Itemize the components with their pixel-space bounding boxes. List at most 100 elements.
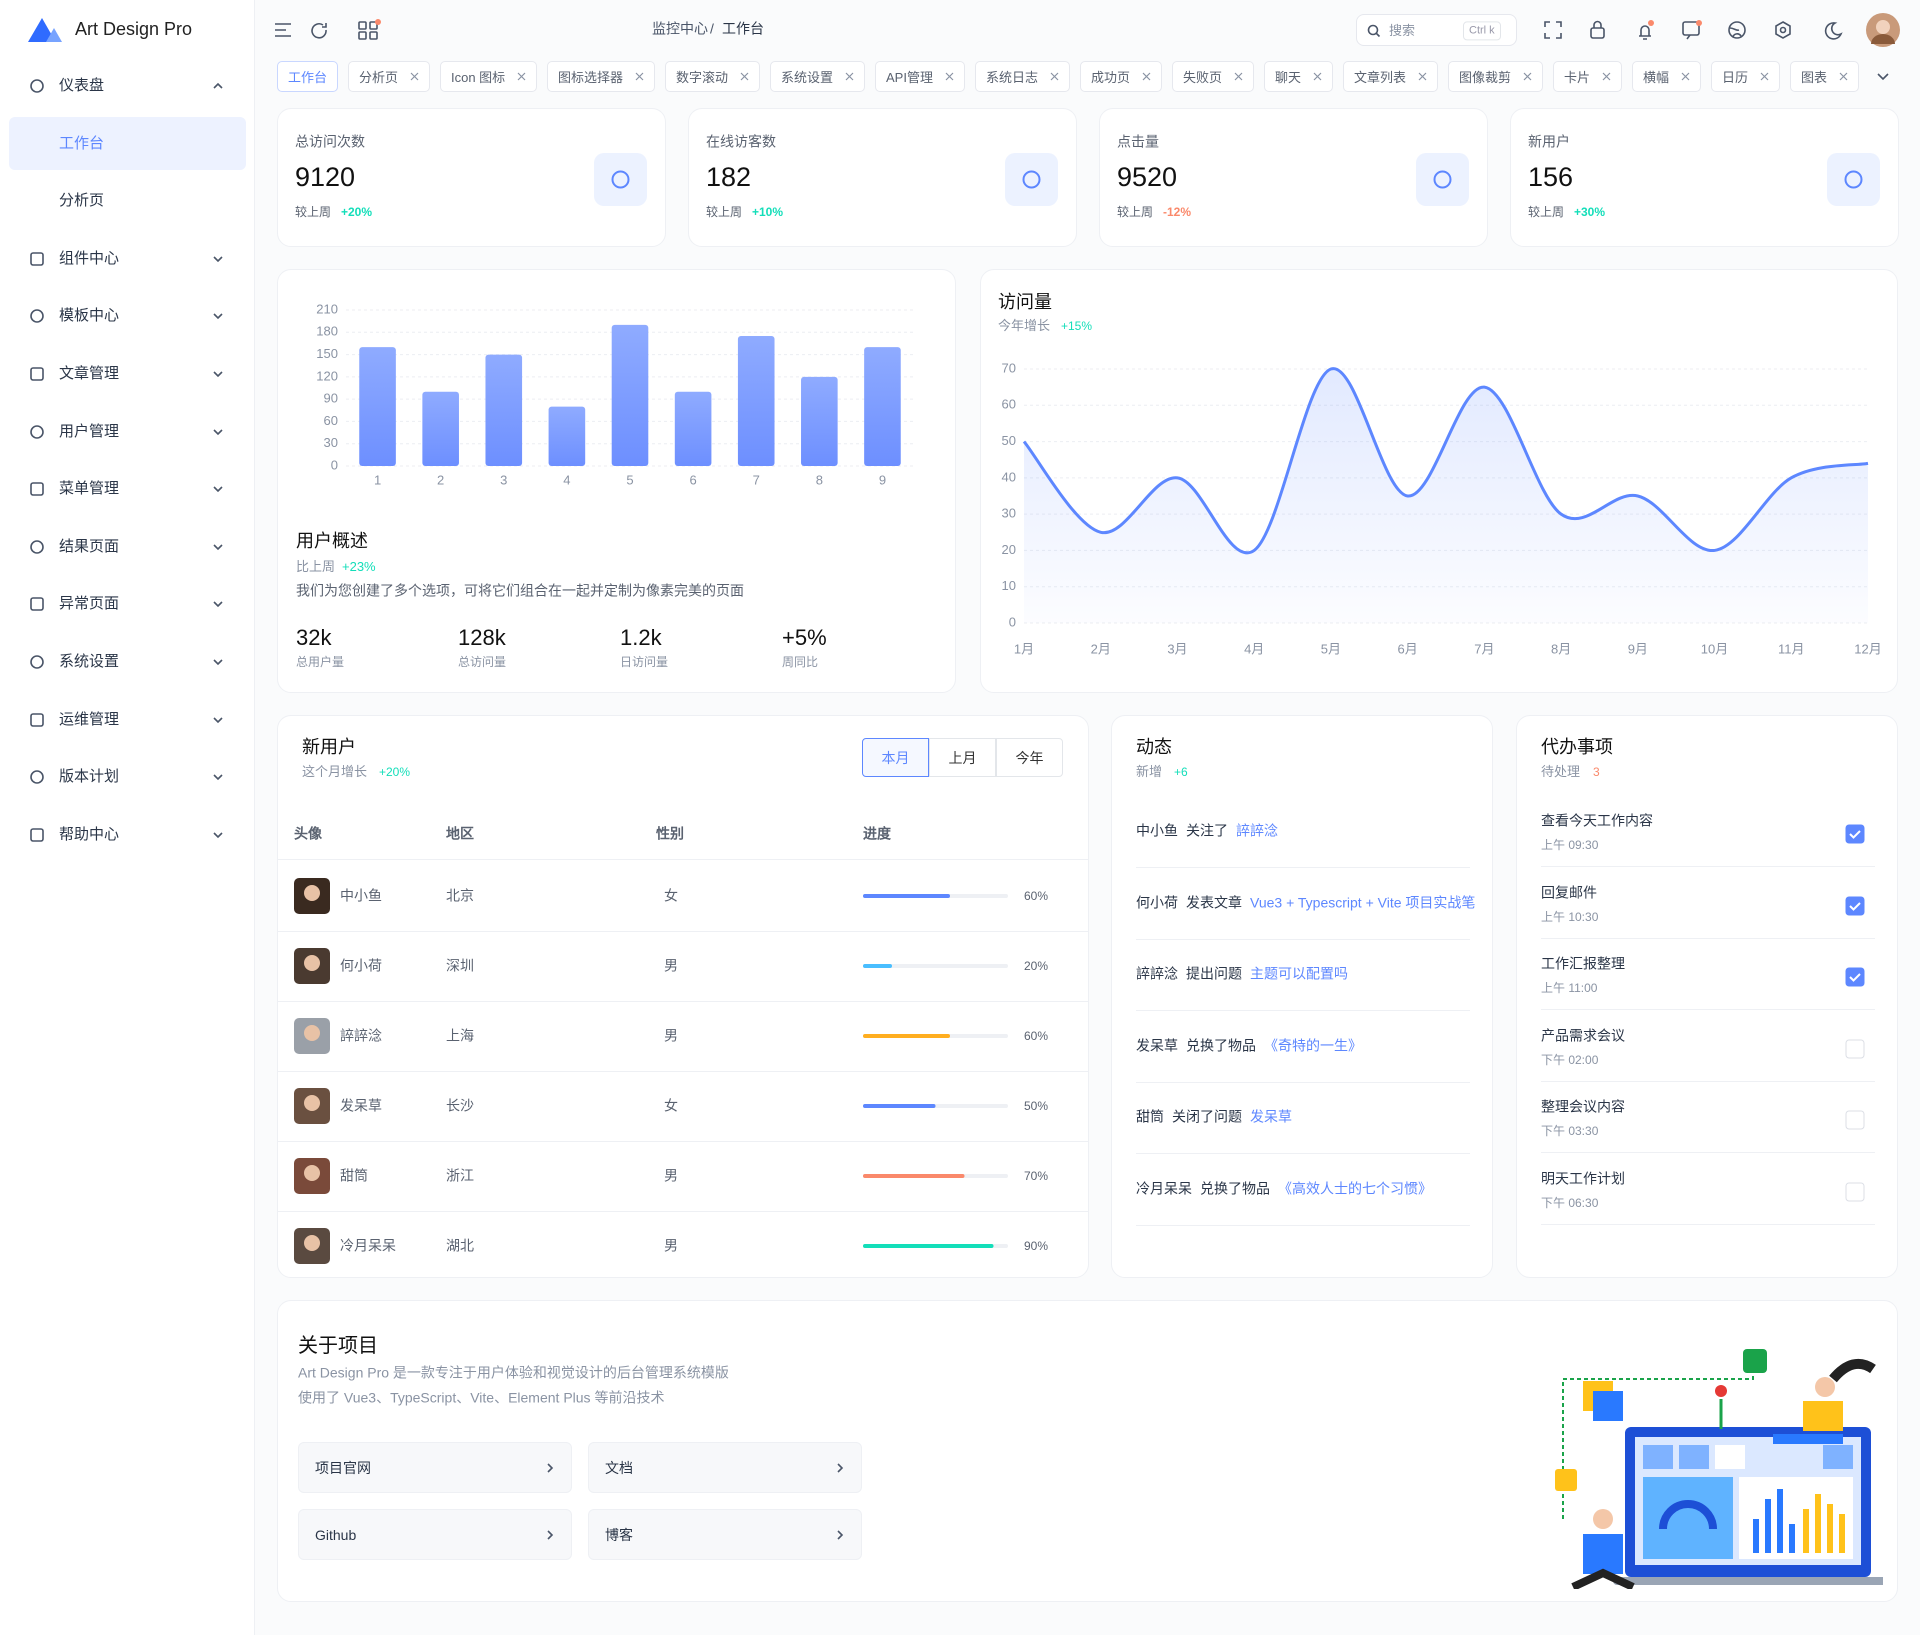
tick-label: 2	[437, 472, 444, 487]
tab-close[interactable]	[845, 72, 854, 81]
period-button[interactable]: 本月	[862, 738, 929, 777]
link-button[interactable]: Github	[298, 1509, 572, 1560]
tab-close[interactable]	[1681, 72, 1690, 81]
menu-item[interactable]: 用户管理	[59, 422, 120, 440]
tab[interactable]: 失败页	[1172, 61, 1255, 92]
menu-item[interactable]: 菜单管理	[59, 480, 120, 498]
row-divider	[278, 1141, 1088, 1142]
tabs-dropdown[interactable]	[1875, 68, 1891, 84]
header-right-icons[interactable]	[1541, 18, 1861, 42]
submenu-item[interactable]: 分析页	[59, 192, 105, 210]
tab-close[interactable]	[1523, 72, 1532, 81]
tab-close[interactable]	[1234, 72, 1243, 81]
todo-checkbox[interactable]	[1845, 1110, 1865, 1130]
activity-target[interactable]: 主题可以配置吗	[1250, 965, 1348, 982]
menu-item[interactable]: 文章管理	[59, 365, 120, 382]
menu-item[interactable]: 运维管理	[59, 710, 120, 728]
period-button[interactable]: 今年	[996, 738, 1063, 777]
search-box[interactable]: 搜索 Ctrl k	[1356, 14, 1517, 46]
submenu-item[interactable]: 工作台	[59, 134, 105, 152]
menu-icon	[30, 770, 44, 784]
tab-close[interactable]	[1142, 72, 1151, 81]
activity-target[interactable]: 《高效人士的七个习惯》	[1278, 1180, 1432, 1197]
stat-value: 182	[706, 161, 752, 192]
tick-label: 9	[879, 472, 886, 487]
menu-item[interactable]: 帮助中心	[59, 825, 120, 843]
tick-label: 7	[753, 472, 760, 487]
tick-label: 60	[324, 413, 338, 428]
tab-close[interactable]	[1313, 72, 1322, 81]
tab[interactable]: 横幅	[1632, 61, 1702, 92]
link-arrow	[837, 1529, 844, 1540]
tab[interactable]: 图表	[1790, 61, 1860, 92]
menu-item[interactable]: 异常页面	[59, 595, 120, 613]
tab-close[interactable]	[1050, 72, 1059, 81]
tab[interactable]: 成功页	[1080, 61, 1163, 92]
tick-label: 12月	[1854, 641, 1881, 656]
link-label: 项目官网	[315, 1459, 371, 1476]
tab-label: 数字滚动	[676, 70, 729, 85]
period-button[interactable]: 上月	[929, 738, 996, 777]
activity-target[interactable]: 《奇特的一生》	[1264, 1037, 1362, 1054]
link-button[interactable]: 博客	[588, 1509, 862, 1560]
tab[interactable]: 图像裁剪	[1448, 61, 1544, 92]
tab-close[interactable]	[1602, 72, 1611, 81]
tab[interactable]: 系统设置	[770, 61, 866, 92]
tab-close-path	[1313, 72, 1322, 81]
breadcrumb-item[interactable]: 监控中心	[652, 20, 708, 37]
tab-close[interactable]	[945, 72, 954, 81]
link-button[interactable]: 项目官网	[298, 1442, 572, 1493]
stat-icon-glyph	[1433, 170, 1452, 189]
period-label: 今年	[1015, 749, 1044, 766]
todo-checkbox[interactable]	[1845, 967, 1865, 987]
avatar[interactable]	[1865, 12, 1901, 48]
tab[interactable]: 系统日志	[975, 61, 1071, 92]
todo-title: 产品需求会议	[1541, 1027, 1625, 1044]
menu-item[interactable]: 版本计划	[59, 768, 120, 786]
stat-compare: 较上周	[706, 204, 743, 219]
card-subtitle: 待处理	[1541, 764, 1581, 780]
tab-close[interactable]	[1839, 72, 1848, 81]
metric-label: 总访问量	[458, 654, 507, 669]
menu-item[interactable]: 模板中心	[59, 307, 120, 325]
todo-checkbox[interactable]	[1845, 1039, 1865, 1059]
tick-label: 150	[316, 346, 338, 361]
todo-checkbox[interactable]	[1845, 1182, 1865, 1202]
todo-checkbox[interactable]	[1845, 824, 1865, 844]
menu-item[interactable]: 结果页面	[59, 537, 120, 555]
menu-item[interactable]: 组件中心	[59, 249, 120, 267]
tab[interactable]: 文章列表	[1343, 61, 1439, 92]
tab[interactable]: 聊天	[1264, 61, 1334, 92]
link-button[interactable]: 文档	[588, 1442, 862, 1493]
menu-item[interactable]: 系统设置	[59, 653, 120, 670]
tab[interactable]: 图标选择器	[547, 61, 656, 92]
tab-close[interactable]	[410, 72, 419, 81]
tick-label: 0	[331, 457, 338, 472]
todo-checkbox[interactable]	[1845, 896, 1865, 916]
tab[interactable]: 卡片	[1553, 61, 1623, 92]
header-left-icons[interactable]	[273, 19, 393, 41]
tick-label: 60	[1002, 397, 1016, 412]
tab[interactable]: API管理	[875, 61, 965, 92]
tab-close[interactable]	[1418, 72, 1427, 81]
activity-target[interactable]: 誶誶淰	[1236, 822, 1278, 839]
tab-close[interactable]	[517, 72, 526, 81]
activity-target[interactable]: Vue3 + Typescript + Vite 项目实战笔	[1250, 894, 1476, 911]
tab-close[interactable]	[1760, 72, 1769, 81]
tab[interactable]: 数字滚动	[665, 61, 761, 92]
tick-label: 210	[316, 301, 338, 316]
tab[interactable]: 日历	[1711, 61, 1781, 92]
search-placeholder: 搜索	[1389, 23, 1416, 39]
progress-label: 20%	[1024, 958, 1049, 973]
tab[interactable]: 分析页	[348, 61, 431, 92]
activity-action: 关闭了问题	[1172, 1108, 1242, 1125]
tab-close[interactable]	[740, 72, 749, 81]
tab-close[interactable]	[635, 72, 644, 81]
metric-label: 日访问量	[620, 654, 669, 669]
tab[interactable]: Icon 图标	[440, 61, 538, 92]
tab[interactable]: 工作台	[277, 61, 339, 92]
activity-target[interactable]: 发呆草	[1250, 1108, 1292, 1125]
menu-item[interactable]: 仪表盘	[59, 77, 105, 94]
checkbox-box	[1845, 1039, 1865, 1059]
item-divider	[1541, 866, 1875, 867]
